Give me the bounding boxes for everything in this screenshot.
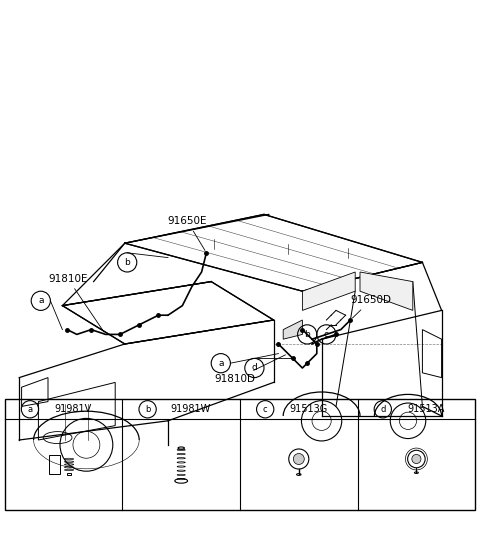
Text: 91810E: 91810E <box>48 274 104 332</box>
Text: b: b <box>124 258 130 267</box>
Text: 91513G: 91513G <box>289 404 327 415</box>
Polygon shape <box>302 272 355 311</box>
Text: 91981V: 91981V <box>55 404 92 415</box>
Text: 91650D: 91650D <box>350 295 391 318</box>
Text: c: c <box>324 330 329 339</box>
Bar <box>5 399 475 510</box>
Circle shape <box>293 454 304 465</box>
Text: b: b <box>304 330 310 339</box>
Text: 91650E: 91650E <box>168 216 207 250</box>
Text: d: d <box>252 363 257 373</box>
Text: d: d <box>380 405 385 414</box>
Polygon shape <box>283 320 302 339</box>
Text: a: a <box>38 296 44 305</box>
Circle shape <box>412 454 421 463</box>
Text: a: a <box>218 358 224 368</box>
Text: 91513A: 91513A <box>408 404 444 415</box>
Text: 91981W: 91981W <box>171 404 211 415</box>
Bar <box>67 473 71 475</box>
Text: c: c <box>263 405 267 414</box>
Text: 91810D: 91810D <box>215 355 286 385</box>
Text: a: a <box>27 405 33 414</box>
Polygon shape <box>360 272 413 311</box>
Text: b: b <box>145 405 150 414</box>
